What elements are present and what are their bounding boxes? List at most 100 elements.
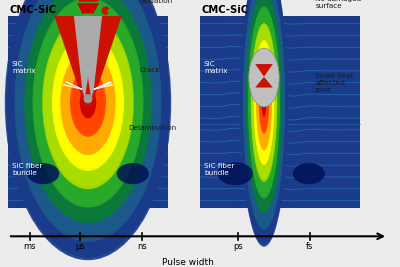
Ellipse shape xyxy=(258,69,270,136)
Ellipse shape xyxy=(28,0,148,215)
Circle shape xyxy=(84,0,92,1)
Ellipse shape xyxy=(255,47,273,158)
Ellipse shape xyxy=(68,66,108,139)
Ellipse shape xyxy=(45,21,131,184)
Circle shape xyxy=(86,10,90,13)
Ellipse shape xyxy=(256,57,272,148)
Text: Surface
oxidation: Surface oxidation xyxy=(139,0,172,4)
Ellipse shape xyxy=(256,52,272,153)
Ellipse shape xyxy=(46,24,130,181)
Ellipse shape xyxy=(49,29,127,176)
Ellipse shape xyxy=(247,2,281,203)
Ellipse shape xyxy=(17,0,159,237)
Ellipse shape xyxy=(9,0,167,252)
Ellipse shape xyxy=(255,50,273,155)
Text: SiC
matrix: SiC matrix xyxy=(204,61,228,74)
Circle shape xyxy=(102,7,107,11)
Ellipse shape xyxy=(37,5,139,200)
Ellipse shape xyxy=(42,16,134,189)
Ellipse shape xyxy=(249,48,279,107)
Ellipse shape xyxy=(80,87,96,118)
Ellipse shape xyxy=(117,163,149,184)
Text: ns: ns xyxy=(137,242,147,251)
Ellipse shape xyxy=(78,84,98,121)
Ellipse shape xyxy=(263,95,265,110)
Ellipse shape xyxy=(8,0,168,255)
Ellipse shape xyxy=(218,162,253,185)
Ellipse shape xyxy=(254,42,274,163)
Ellipse shape xyxy=(26,0,150,221)
Ellipse shape xyxy=(250,18,278,187)
Text: No damaged
surface: No damaged surface xyxy=(315,0,362,9)
Text: ps: ps xyxy=(233,242,243,251)
Ellipse shape xyxy=(240,0,288,247)
Text: Crack: Crack xyxy=(139,67,160,73)
Ellipse shape xyxy=(263,98,265,107)
Bar xyxy=(200,16,360,208)
Bar xyxy=(8,16,168,208)
Text: fs: fs xyxy=(306,242,314,251)
Ellipse shape xyxy=(34,0,142,205)
Polygon shape xyxy=(77,3,99,13)
Ellipse shape xyxy=(242,0,286,232)
Ellipse shape xyxy=(87,100,89,105)
Ellipse shape xyxy=(250,16,278,189)
Ellipse shape xyxy=(56,42,120,163)
Ellipse shape xyxy=(245,0,283,218)
Ellipse shape xyxy=(41,13,135,192)
Ellipse shape xyxy=(257,62,271,143)
Circle shape xyxy=(103,6,109,10)
Ellipse shape xyxy=(262,93,266,112)
Ellipse shape xyxy=(74,76,102,129)
Ellipse shape xyxy=(22,0,154,229)
Ellipse shape xyxy=(62,53,114,152)
Ellipse shape xyxy=(59,47,117,158)
Ellipse shape xyxy=(251,26,277,179)
Ellipse shape xyxy=(245,0,283,215)
Ellipse shape xyxy=(19,0,157,234)
Text: SiC fiber
bundle: SiC fiber bundle xyxy=(204,163,234,176)
Ellipse shape xyxy=(40,11,136,194)
Ellipse shape xyxy=(246,0,282,211)
Ellipse shape xyxy=(246,0,282,208)
Ellipse shape xyxy=(257,59,271,146)
Ellipse shape xyxy=(82,92,94,113)
Ellipse shape xyxy=(258,66,270,139)
Ellipse shape xyxy=(77,81,99,124)
Ellipse shape xyxy=(38,8,138,197)
Ellipse shape xyxy=(251,23,277,182)
Text: ms: ms xyxy=(24,242,36,251)
Ellipse shape xyxy=(260,78,268,127)
Circle shape xyxy=(102,9,107,12)
Ellipse shape xyxy=(35,3,141,202)
Ellipse shape xyxy=(261,86,267,119)
Ellipse shape xyxy=(252,30,276,175)
Ellipse shape xyxy=(27,163,59,184)
Circle shape xyxy=(95,0,101,1)
Polygon shape xyxy=(255,77,273,88)
Polygon shape xyxy=(255,64,273,77)
Text: μs: μs xyxy=(75,242,85,251)
Text: CMC-SiC: CMC-SiC xyxy=(202,5,249,15)
Ellipse shape xyxy=(243,0,285,227)
Ellipse shape xyxy=(10,0,166,250)
Ellipse shape xyxy=(242,0,286,235)
Ellipse shape xyxy=(20,0,156,231)
Ellipse shape xyxy=(256,54,272,151)
Ellipse shape xyxy=(70,68,106,137)
Ellipse shape xyxy=(243,0,285,230)
Text: Small heat
affected
zone: Small heat affected zone xyxy=(315,73,354,93)
Ellipse shape xyxy=(240,0,288,244)
Ellipse shape xyxy=(55,40,121,166)
Ellipse shape xyxy=(84,95,92,111)
Ellipse shape xyxy=(248,9,280,196)
Ellipse shape xyxy=(254,45,274,160)
Ellipse shape xyxy=(241,0,287,239)
Ellipse shape xyxy=(12,0,164,247)
Ellipse shape xyxy=(244,0,284,220)
Ellipse shape xyxy=(249,14,279,191)
Ellipse shape xyxy=(262,91,266,115)
Circle shape xyxy=(81,10,86,13)
Ellipse shape xyxy=(71,71,105,134)
Polygon shape xyxy=(73,0,103,2)
